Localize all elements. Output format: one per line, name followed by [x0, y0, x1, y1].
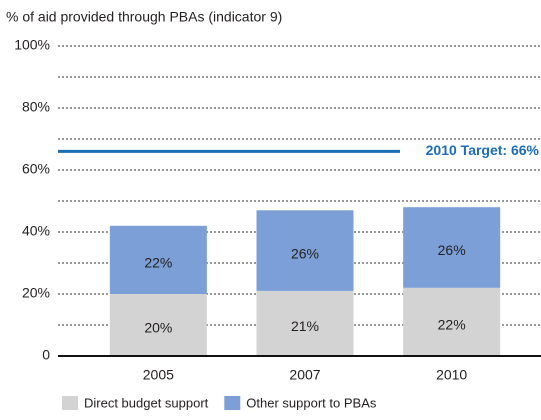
- chart-title: % of aid provided through PBAs (indicato…: [6, 9, 282, 25]
- x-tick-label: 2005: [143, 367, 174, 383]
- bar-segment: [109, 225, 207, 294]
- legend-label: Other support to PBAs: [246, 395, 377, 410]
- bar-segment: [403, 207, 501, 288]
- bar-segment: [256, 210, 354, 291]
- data-label: 26%: [438, 242, 466, 258]
- legend-label: Direct budget support: [84, 395, 209, 410]
- data-label: 22%: [438, 317, 466, 333]
- y-tick-label: 40%: [22, 223, 50, 239]
- bar-segment: [403, 287, 501, 356]
- bar-segment: [256, 290, 354, 356]
- bar-segment: [109, 294, 207, 356]
- legend-swatch: [62, 396, 78, 410]
- y-tick-label: 0: [42, 347, 50, 363]
- y-tick-label: 20%: [22, 285, 50, 301]
- data-label: 26%: [291, 245, 319, 261]
- data-label: 20%: [144, 320, 172, 336]
- data-label: 21%: [291, 318, 319, 334]
- target-label: 2010 Target: 66%: [426, 142, 540, 158]
- y-tick-label: 60%: [22, 161, 50, 177]
- legend-swatch: [224, 396, 241, 410]
- y-tick-label: 80%: [22, 99, 50, 115]
- x-tick-label: 2010: [436, 367, 467, 383]
- data-label: 22%: [144, 255, 172, 271]
- y-tick-label: 100%: [14, 37, 50, 53]
- x-tick-label: 2007: [289, 367, 320, 383]
